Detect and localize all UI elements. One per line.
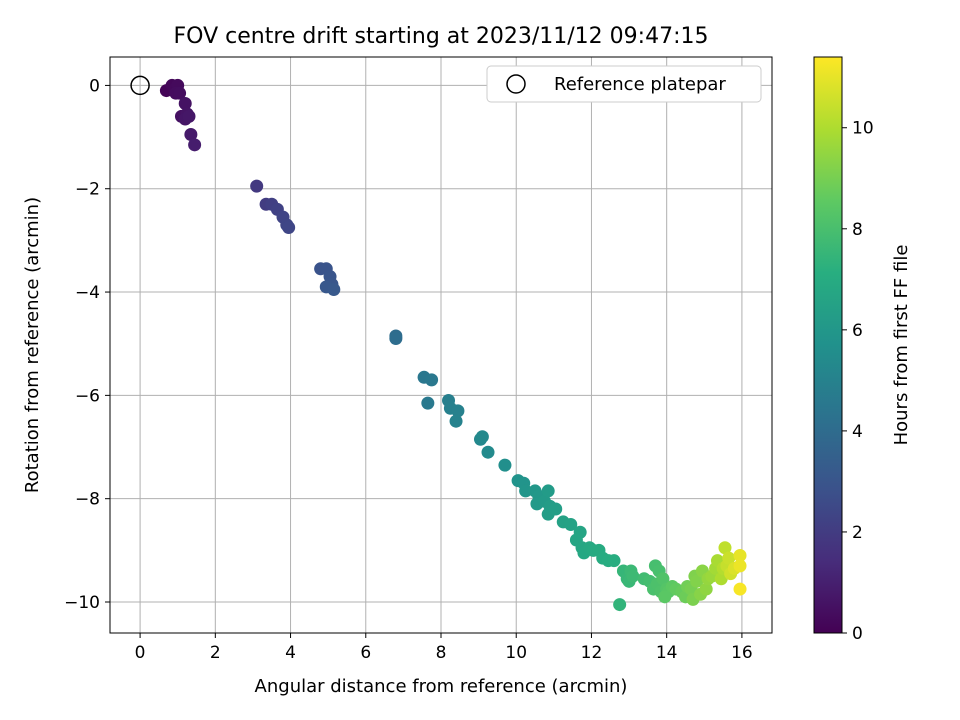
chart-title: FOV centre drift starting at 2023/11/12 …: [174, 24, 709, 49]
data-point: [327, 282, 341, 296]
y-tick-label: −2: [75, 180, 100, 200]
colorbar-ticks: 0 2 4 6 8 10: [842, 119, 874, 644]
x-tick-label: 6: [360, 643, 371, 663]
data-point: [451, 404, 465, 418]
colorbar-tick-label: 8: [852, 220, 863, 240]
data-point: [549, 502, 563, 516]
data-point: [613, 598, 627, 612]
legend: Reference platepar: [486, 65, 762, 103]
y-tick-label: −10: [64, 593, 100, 613]
y-tick-label: −4: [75, 283, 100, 303]
data-point: [282, 220, 296, 234]
data-point: [690, 574, 704, 588]
data-point: [658, 590, 672, 604]
data-point: [733, 582, 747, 596]
x-tick-label: 14: [656, 643, 678, 663]
colorbar-tick-label: 6: [852, 321, 863, 341]
data-point: [421, 396, 435, 410]
data-point: [250, 179, 264, 193]
colorbar: 0 2 4 6 8 10 Hours from first FF file: [813, 56, 912, 644]
y-tick-label: −8: [75, 490, 100, 510]
data-point: [449, 414, 463, 428]
data-point: [626, 569, 640, 583]
data-point: [541, 484, 555, 498]
colorbar-gradient: [813, 56, 843, 634]
data-point: [733, 559, 747, 573]
y-axis-label: Rotation from reference (arcmin): [22, 197, 43, 493]
data-point: [184, 127, 198, 141]
x-tick-label: 2: [210, 643, 221, 663]
colorbar-tick-label: 10: [852, 119, 874, 139]
data-point: [718, 541, 732, 555]
legend-reference-icon: [506, 74, 526, 94]
data-point: [481, 445, 495, 459]
legend-label: Reference platepar: [554, 74, 726, 95]
colorbar-label: Hours from first FF file: [891, 245, 912, 446]
data-point: [178, 96, 192, 110]
data-point: [475, 430, 489, 444]
data-points: [159, 78, 747, 612]
y-axis-ticks: 0 −2 −4 −6 −8 −10: [64, 76, 110, 613]
data-point: [607, 554, 621, 568]
x-axis-ticks: 0 2 4 6 8 10 12 14 16: [135, 633, 753, 663]
data-point: [564, 518, 578, 532]
data-point: [173, 86, 187, 100]
colorbar-tick-label: 4: [852, 422, 863, 442]
data-point: [519, 484, 533, 498]
data-point: [182, 109, 196, 123]
colorbar-tick-label: 0: [852, 624, 863, 644]
data-point: [389, 332, 403, 346]
legend-box: [486, 65, 762, 103]
data-point: [498, 458, 512, 472]
colorbar-tick-label: 2: [852, 523, 863, 543]
x-axis-label: Angular distance from reference (arcmin): [255, 676, 628, 697]
y-tick-label: 0: [89, 76, 100, 96]
y-tick-label: −6: [75, 386, 100, 406]
data-point: [188, 138, 202, 152]
data-point: [733, 549, 747, 563]
reference-marker: [130, 75, 150, 96]
x-tick-label: 16: [731, 643, 753, 663]
data-point: [425, 373, 439, 387]
x-tick-label: 12: [581, 643, 603, 663]
x-tick-label: 0: [135, 643, 146, 663]
data-point: [699, 582, 713, 596]
x-tick-label: 10: [505, 643, 527, 663]
x-tick-label: 8: [436, 643, 447, 663]
data-point: [656, 572, 670, 586]
x-tick-label: 4: [285, 643, 296, 663]
data-point: [722, 551, 736, 565]
